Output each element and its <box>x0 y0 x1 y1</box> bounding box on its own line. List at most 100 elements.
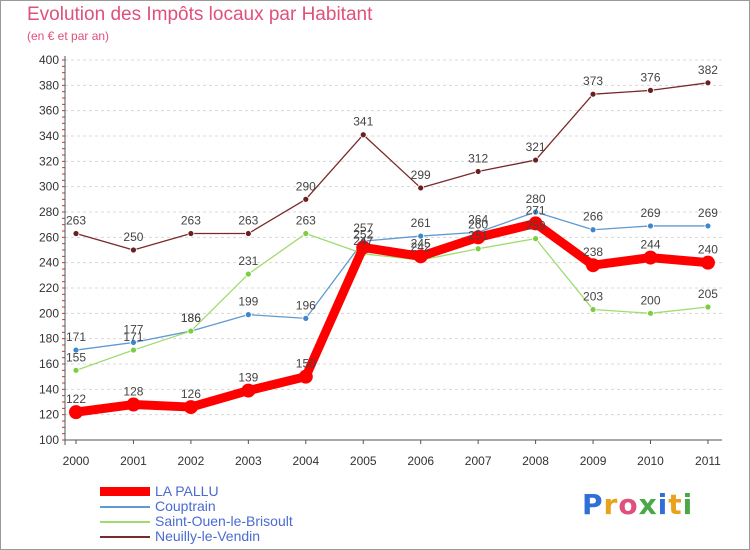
data-label-couptrain: 171 <box>66 330 86 344</box>
data-label-neuilly-le-vendin: 373 <box>583 74 603 88</box>
data-point-neuilly-le-vendin[interactable] <box>359 131 367 139</box>
data-point-la-pallu[interactable] <box>298 369 313 384</box>
data-point-neuilly-le-vendin[interactable] <box>244 230 252 237</box>
series-line-saint-ouen-le-brisoult[interactable] <box>75 232 709 371</box>
y-tick-label: 260 <box>39 230 59 244</box>
data-label-saint-ouen-le-brisoult: 247 <box>353 234 373 248</box>
data-point-couptrain[interactable] <box>704 222 712 230</box>
data-label-la-pallu: 260 <box>468 217 488 231</box>
data-point-saint-ouen-le-brisoult[interactable] <box>647 309 654 317</box>
chart-title: Evolution des Impôts locaux par Habitant <box>27 4 373 25</box>
data-point-couptrain[interactable] <box>647 222 654 230</box>
data-point-saint-ouen-le-brisoult[interactable] <box>302 230 310 237</box>
x-tick-label: 2006 <box>407 454 434 468</box>
data-point-couptrain[interactable] <box>244 311 252 319</box>
data-label-neuilly-le-vendin: 290 <box>296 179 316 193</box>
data-point-la-pallu[interactable] <box>586 258 601 273</box>
data-point-couptrain[interactable] <box>532 208 539 216</box>
legend-swatch-la-pallu <box>100 487 150 496</box>
x-tick-label: 2001 <box>120 454 147 468</box>
x-tick-label: 2000 <box>63 454 90 468</box>
data-point-neuilly-le-vendin[interactable] <box>130 246 137 254</box>
data-point-couptrain[interactable] <box>130 339 137 346</box>
data-point-couptrain[interactable] <box>417 232 425 240</box>
data-point-la-pallu[interactable] <box>126 397 141 412</box>
data-label-la-pallu: 126 <box>181 387 201 401</box>
data-point-neuilly-le-vendin[interactable] <box>647 87 654 94</box>
data-label-neuilly-le-vendin: 299 <box>411 168 431 182</box>
data-label-couptrain: 269 <box>698 206 718 220</box>
data-point-neuilly-le-vendin[interactable] <box>532 156 539 164</box>
y-tick-label: 160 <box>39 357 59 371</box>
data-label-la-pallu: 150 <box>296 357 316 371</box>
data-point-la-pallu[interactable] <box>183 400 198 415</box>
data-label-couptrain: 266 <box>583 210 603 224</box>
data-label-neuilly-le-vendin: 382 <box>698 63 718 77</box>
data-point-couptrain[interactable] <box>302 314 310 322</box>
data-point-neuilly-le-vendin[interactable] <box>704 79 712 87</box>
legend-label-la-pallu: LA PALLU <box>155 483 219 499</box>
series-line-couptrain[interactable] <box>75 211 708 351</box>
data-label-la-pallu: 122 <box>66 392 86 406</box>
data-label-saint-ouen-le-brisoult: 251 <box>468 229 488 243</box>
data-label-saint-ouen-le-brisoult: 259 <box>526 219 546 233</box>
data-label-neuilly-le-vendin: 376 <box>640 70 660 84</box>
data-label-couptrain: 269 <box>640 206 660 220</box>
data-point-la-pallu[interactable] <box>700 255 715 270</box>
data-label-la-pallu: 245 <box>411 236 431 250</box>
data-label-saint-ouen-le-brisoult: 231 <box>238 254 258 268</box>
logo-letter: i <box>682 488 694 521</box>
series-line-neuilly-le-vendin[interactable] <box>75 82 709 251</box>
data-point-couptrain[interactable] <box>72 346 80 354</box>
data-label-neuilly-le-vendin: 321 <box>526 140 546 154</box>
x-tick-label: 2011 <box>695 454 721 468</box>
data-point-neuilly-le-vendin[interactable] <box>589 90 597 98</box>
data-point-neuilly-le-vendin[interactable] <box>302 195 310 203</box>
data-point-saint-ouen-le-brisoult[interactable] <box>244 270 252 278</box>
y-tick-label: 380 <box>39 78 59 92</box>
x-tick-label: 2007 <box>465 454 492 468</box>
x-tick-label: 2010 <box>637 454 664 468</box>
x-tick-label: 2002 <box>178 454 205 468</box>
data-label-couptrain: 280 <box>526 192 546 206</box>
data-label-neuilly-le-vendin: 263 <box>181 214 201 228</box>
data-point-la-pallu[interactable] <box>69 405 83 420</box>
data-point-la-pallu[interactable] <box>356 240 371 255</box>
data-point-couptrain[interactable] <box>589 226 597 234</box>
logo-letter: i <box>657 488 669 521</box>
data-label-la-pallu: 252 <box>353 227 373 241</box>
data-point-la-pallu[interactable] <box>471 230 486 245</box>
data-point-neuilly-le-vendin[interactable] <box>72 230 80 237</box>
data-point-la-pallu[interactable] <box>241 383 256 398</box>
series-line-la-pallu[interactable] <box>75 218 709 417</box>
data-point-la-pallu[interactable] <box>528 216 543 231</box>
y-tick-label: 220 <box>39 281 59 295</box>
data-point-la-pallu[interactable] <box>643 250 658 265</box>
data-label-neuilly-le-vendin: 341 <box>353 115 373 129</box>
data-point-la-pallu[interactable] <box>413 249 428 264</box>
data-label-la-pallu: 240 <box>698 243 718 257</box>
data-point-saint-ouen-le-brisoult[interactable] <box>187 327 195 335</box>
data-point-neuilly-le-vendin[interactable] <box>187 230 195 237</box>
data-label-saint-ouen-le-brisoult: 263 <box>296 214 316 228</box>
data-label-couptrain: 177 <box>123 322 143 336</box>
data-label-saint-ouen-le-brisoult: 186 <box>181 311 201 325</box>
data-point-saint-ouen-le-brisoult[interactable] <box>72 366 80 374</box>
y-tick-label: 280 <box>39 205 59 219</box>
data-point-saint-ouen-le-brisoult[interactable] <box>704 303 712 311</box>
data-point-saint-ouen-le-brisoult[interactable] <box>130 346 137 354</box>
data-label-neuilly-le-vendin: 263 <box>66 214 86 228</box>
data-label-saint-ouen-le-brisoult: 171 <box>123 330 143 344</box>
data-point-neuilly-le-vendin[interactable] <box>417 184 425 192</box>
data-point-saint-ouen-le-brisoult[interactable] <box>474 245 482 253</box>
data-point-saint-ouen-le-brisoult[interactable] <box>589 306 597 313</box>
y-tick-label: 120 <box>39 408 59 422</box>
logo-letter: P <box>582 488 604 521</box>
data-label-la-pallu: 128 <box>123 385 143 399</box>
data-label-couptrain: 186 <box>181 311 201 325</box>
logo-letter: r <box>603 488 619 521</box>
data-point-saint-ouen-le-brisoult[interactable] <box>532 235 539 243</box>
legend-label-couptrain: Couptrain <box>155 498 216 514</box>
data-point-neuilly-le-vendin[interactable] <box>474 168 482 175</box>
